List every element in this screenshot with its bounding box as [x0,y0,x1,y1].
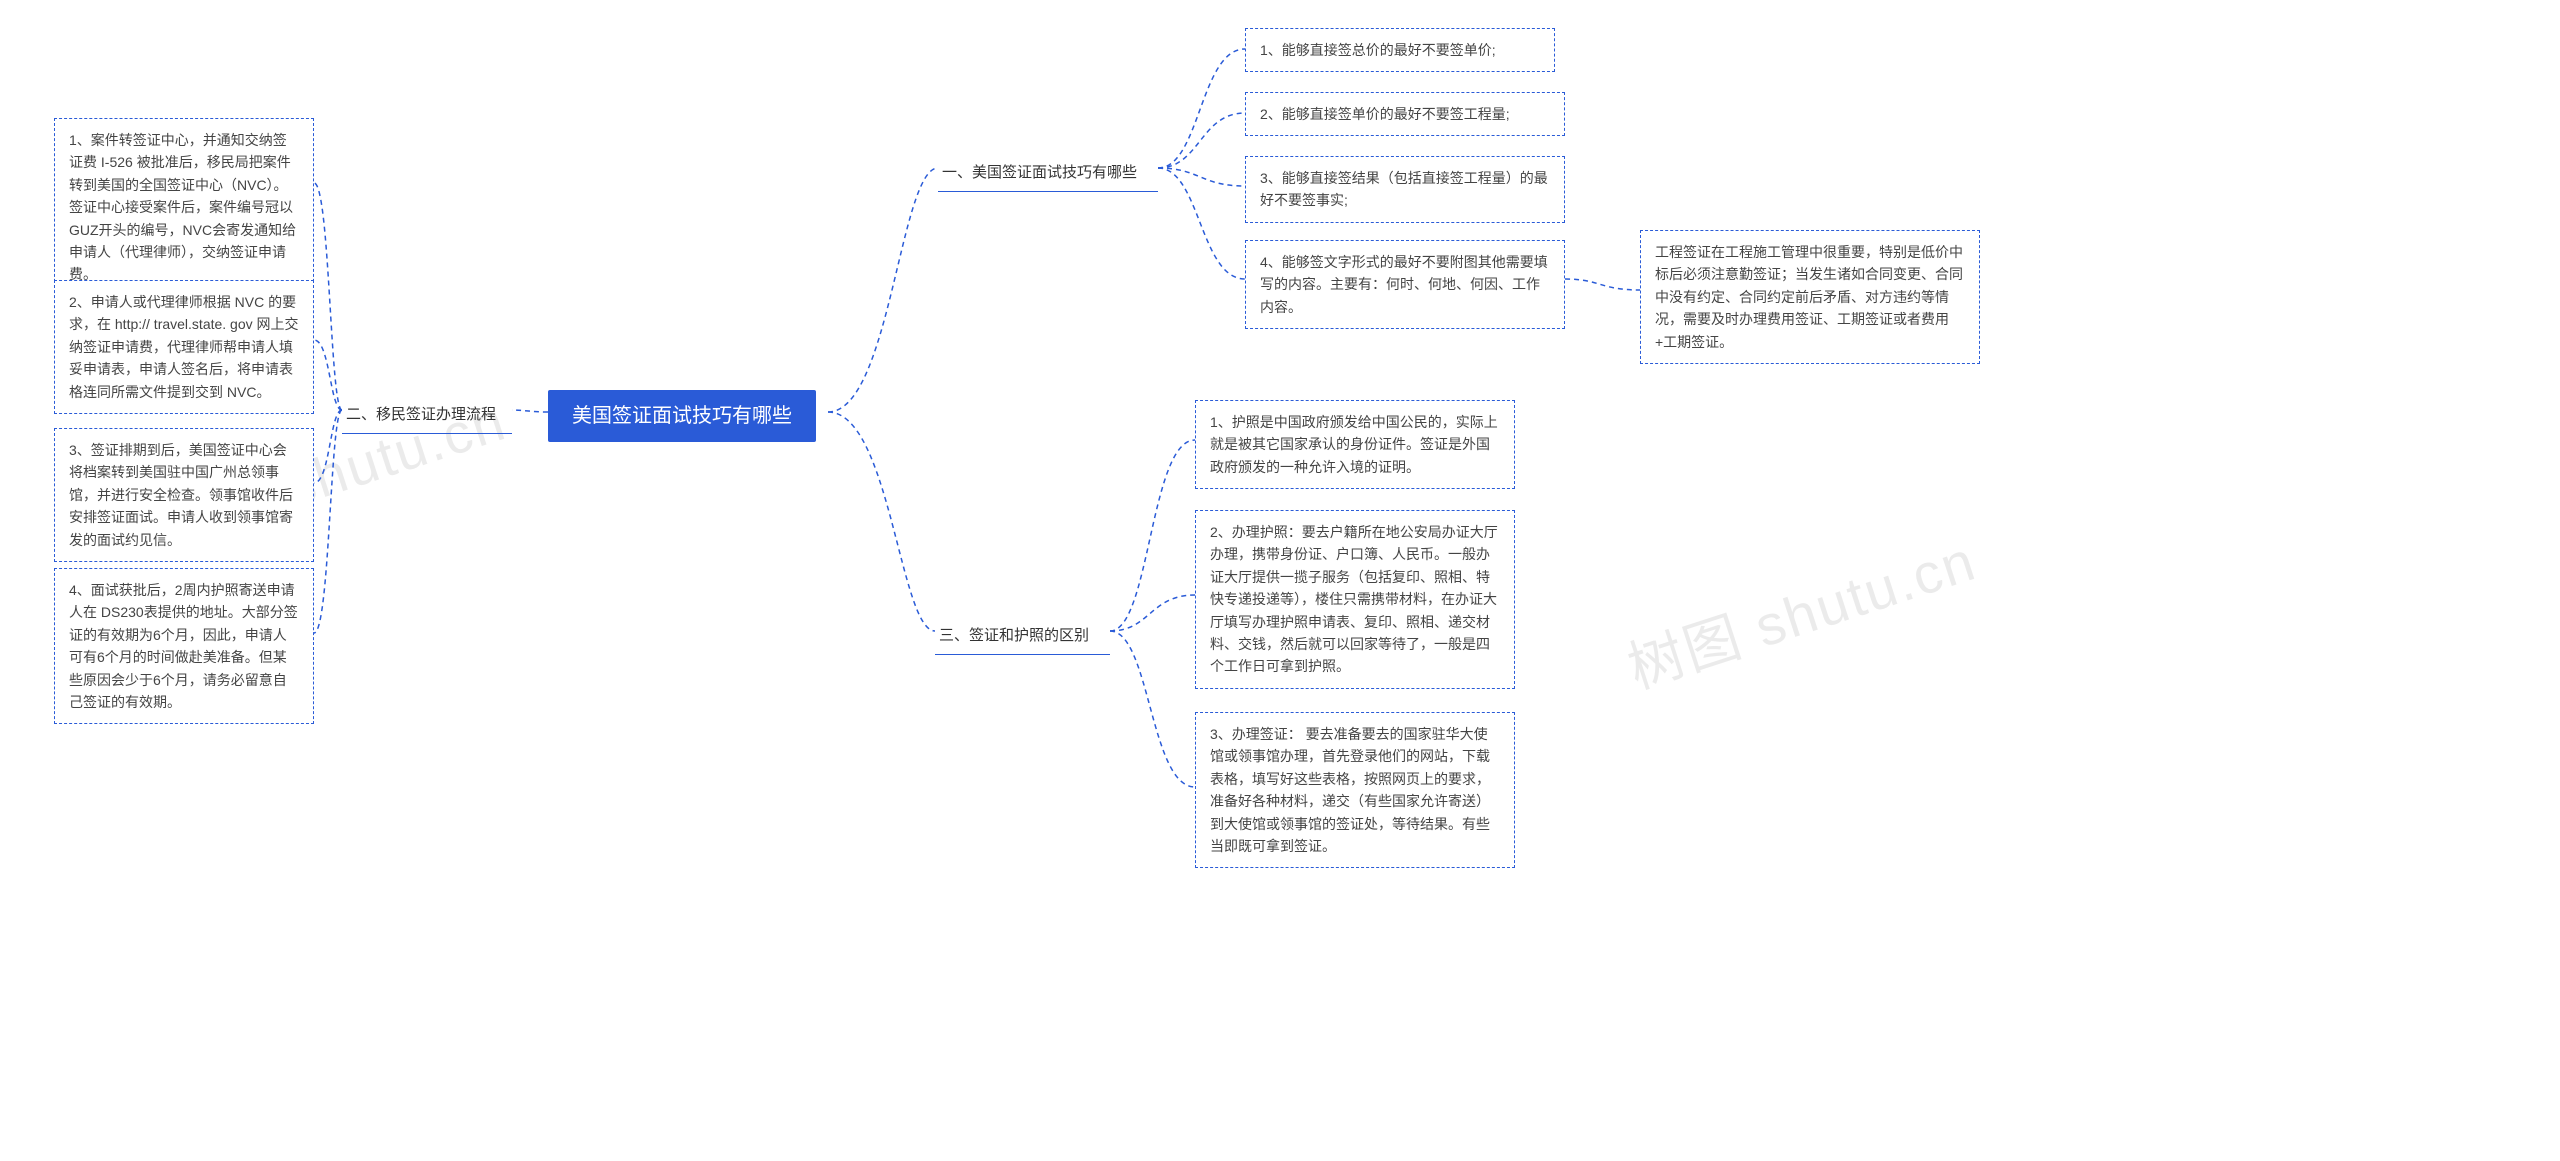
branch-3: 三、签证和护照的区别 [935,618,1110,655]
branch-2-leaf-4: 4、面试获批后，2周内护照寄送申请人在 DS230表提供的地址。大部分签证的有效… [54,568,314,724]
branch-1-leaf-4-extra: 工程签证在工程施工管理中很重要，特别是低价中标后必须注意勤签证；当发生诸如合同变… [1640,230,1980,364]
watermark-2: 树图 shutu.cn [1616,516,1985,705]
branch-1-leaf-2: 2、能够直接签单价的最好不要签工程量; [1245,92,1565,136]
branch-1-leaf-4: 4、能够签文字形式的最好不要附图其他需要填写的内容。主要有：何时、何地、何因、工… [1245,240,1565,329]
branch-2-leaf-2: 2、申请人或代理律师根据 NVC 的要求，在 http:// travel.st… [54,280,314,414]
branch-1: 一、美国签证面试技巧有哪些 [938,155,1158,192]
branch-3-leaf-2: 2、办理护照：要去户籍所在地公安局办证大厅办理，携带身份证、户口簿、人民币。一般… [1195,510,1515,689]
branch-2: 二、移民签证办理流程 [342,397,512,434]
branch-1-leaf-3: 3、能够直接签结果（包括直接签工程量）的最好不要签事实; [1245,156,1565,223]
branch-3-leaf-3: 3、办理签证： 要去准备要去的国家驻华大使馆或领事馆办理，首先登录他们的网站，下… [1195,712,1515,868]
branch-2-leaf-1: 1、案件转签证中心，并通知交纳签证费 I-526 被批准后，移民局把案件转到美国… [54,118,314,297]
branch-1-leaf-1: 1、能够直接签总价的最好不要签单价; [1245,28,1555,72]
center-node: 美国签证面试技巧有哪些 [548,390,816,442]
branch-2-leaf-3: 3、签证排期到后，美国签证中心会将档案转到美国驻中国广州总领事馆，并进行安全检查… [54,428,314,562]
branch-3-leaf-1: 1、护照是中国政府颁发给中国公民的，实际上就是被其它国家承认的身份证件。签证是外… [1195,400,1515,489]
